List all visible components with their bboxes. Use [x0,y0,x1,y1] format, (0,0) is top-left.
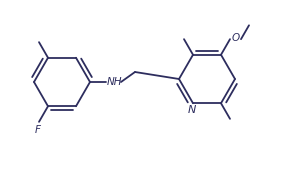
Text: F: F [35,125,41,135]
Text: NH: NH [107,77,122,87]
Text: N: N [188,105,196,115]
Text: O: O [232,33,240,43]
